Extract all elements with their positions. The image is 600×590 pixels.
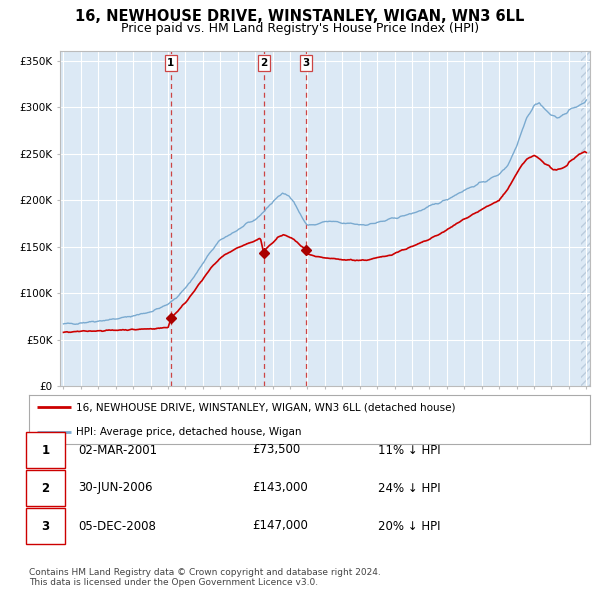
Text: 1: 1 [167, 58, 175, 68]
Text: 16, NEWHOUSE DRIVE, WINSTANLEY, WIGAN, WN3 6LL: 16, NEWHOUSE DRIVE, WINSTANLEY, WIGAN, W… [76, 9, 524, 24]
Text: 20% ↓ HPI: 20% ↓ HPI [378, 520, 440, 533]
Text: 1: 1 [41, 444, 49, 457]
Text: 05-DEC-2008: 05-DEC-2008 [78, 520, 156, 533]
Text: £147,000: £147,000 [252, 520, 308, 533]
Text: 11% ↓ HPI: 11% ↓ HPI [378, 444, 440, 457]
Text: £143,000: £143,000 [252, 481, 308, 494]
Text: This data is licensed under the Open Government Licence v3.0.: This data is licensed under the Open Gov… [29, 578, 318, 587]
Text: Price paid vs. HM Land Registry's House Price Index (HPI): Price paid vs. HM Land Registry's House … [121, 22, 479, 35]
Text: 3: 3 [302, 58, 310, 68]
Text: 16, NEWHOUSE DRIVE, WINSTANLEY, WIGAN, WN3 6LL (detached house): 16, NEWHOUSE DRIVE, WINSTANLEY, WIGAN, W… [76, 402, 456, 412]
Text: 2: 2 [41, 481, 49, 494]
Text: 3: 3 [41, 520, 49, 533]
Text: Contains HM Land Registry data © Crown copyright and database right 2024.: Contains HM Land Registry data © Crown c… [29, 568, 380, 576]
Text: 30-JUN-2006: 30-JUN-2006 [78, 481, 152, 494]
Text: 02-MAR-2001: 02-MAR-2001 [78, 444, 157, 457]
Text: 24% ↓ HPI: 24% ↓ HPI [378, 481, 440, 494]
Text: HPI: Average price, detached house, Wigan: HPI: Average price, detached house, Wiga… [76, 427, 302, 437]
Text: 2: 2 [260, 58, 268, 68]
Text: £73,500: £73,500 [252, 444, 300, 457]
